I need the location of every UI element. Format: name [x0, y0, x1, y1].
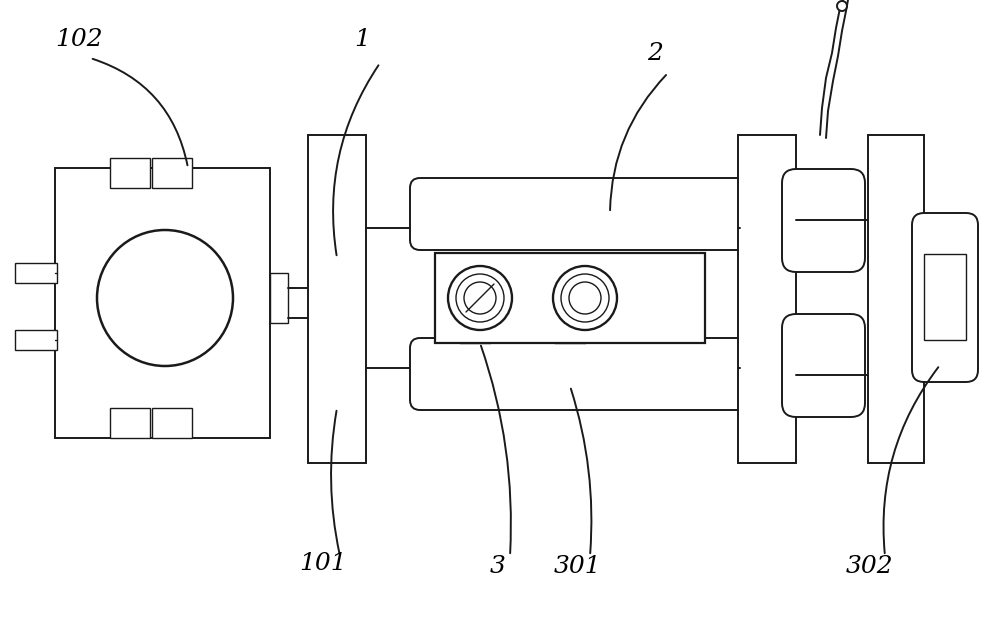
FancyBboxPatch shape — [410, 178, 750, 250]
Text: 101: 101 — [299, 552, 347, 575]
Bar — [110, 158, 150, 188]
Bar — [435, 253, 705, 343]
Circle shape — [456, 274, 504, 322]
Bar — [15, 263, 57, 283]
Circle shape — [561, 274, 609, 322]
Text: 102: 102 — [55, 28, 103, 51]
Circle shape — [837, 1, 847, 11]
Text: 2: 2 — [647, 42, 663, 65]
Bar — [152, 408, 192, 438]
Bar — [308, 135, 366, 463]
Text: 302: 302 — [846, 555, 894, 578]
Bar — [55, 168, 270, 438]
FancyBboxPatch shape — [912, 213, 978, 382]
Text: 301: 301 — [554, 555, 602, 578]
FancyBboxPatch shape — [782, 314, 865, 417]
Circle shape — [553, 266, 617, 330]
FancyBboxPatch shape — [410, 338, 750, 410]
Circle shape — [464, 282, 496, 314]
Circle shape — [97, 230, 233, 366]
Bar — [868, 135, 924, 463]
Circle shape — [448, 266, 512, 330]
Bar — [15, 330, 57, 350]
Bar — [924, 254, 966, 340]
Text: 1: 1 — [354, 28, 370, 51]
Text: 3: 3 — [490, 555, 506, 578]
Bar — [152, 158, 192, 188]
Bar — [270, 273, 288, 323]
Bar — [110, 408, 150, 438]
Bar — [738, 135, 796, 463]
FancyBboxPatch shape — [782, 169, 865, 272]
Circle shape — [569, 282, 601, 314]
